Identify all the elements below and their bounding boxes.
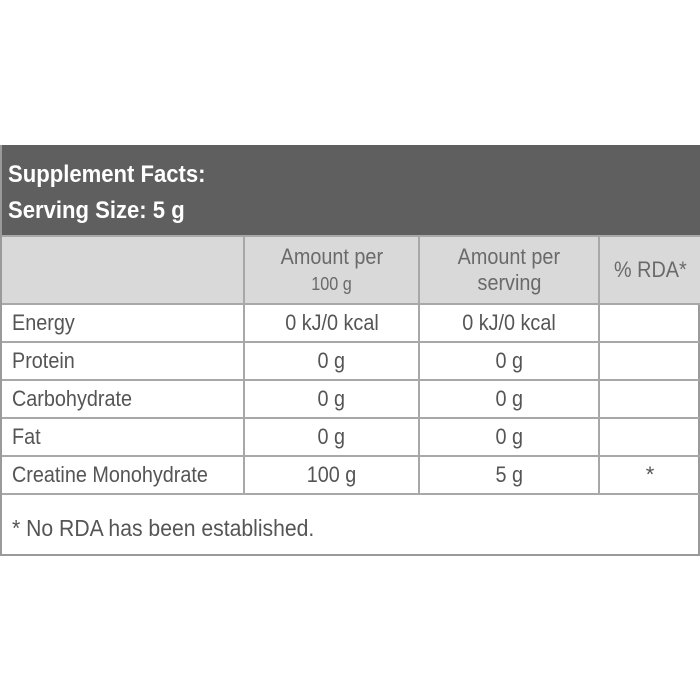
amount-per-serving-text: 5 g [495,462,523,487]
table-header-row: Amount per 100 g Amount per serving % RD… [2,235,700,305]
facts-header: Supplement Facts: Serving Size: 5 g [2,145,700,235]
nutrient-name-text: Fat [12,424,41,449]
header-amount-per-100g-line1: Amount per [280,243,383,269]
header-rda-label: % RDA* [613,257,687,282]
header-amount-per-100g: Amount per 100 g [243,235,420,305]
amount-per-serving-text: 0 g [495,348,523,373]
amount-per-100g-text: 100 g [306,462,357,487]
table-row: Creatine Monohydrate 100 g 5 g * [2,455,700,495]
rda-value [598,341,700,381]
amount-per-serving: 5 g [418,455,600,495]
amount-per-100g-text: 0 g [317,424,346,449]
amount-per-100g: 0 kJ/0 kcal [243,303,420,343]
amount-per-serving-text: 0 g [495,424,523,449]
supplement-facts-panel: Supplement Facts: Serving Size: 5 g Amou… [0,145,700,556]
header-blank-cell [2,235,245,305]
table-row: Protein 0 g 0 g [2,341,700,381]
amount-per-100g: 0 g [243,417,420,457]
nutrient-name: Fat [2,417,245,457]
rda-value: * [598,455,700,495]
header-amount-per-serving: Amount per serving [418,235,600,305]
amount-per-serving: 0 kJ/0 kcal [418,303,600,343]
serving-size: Serving Size: 5 g [8,197,185,224]
header-amount-per-100g-line2: 100 g [311,273,352,294]
amount-per-serving: 0 g [418,379,600,419]
facts-title: Supplement Facts: [8,161,206,188]
header-rda: % RDA* [598,235,700,305]
nutrient-name: Creatine Monohydrate [2,455,245,495]
nutrient-name: Carbohydrate [2,379,245,419]
nutrient-name: Energy [2,303,245,343]
nutrient-name-text: Energy [12,310,75,335]
rda-value [598,417,700,457]
table-row: Fat 0 g 0 g [2,417,700,457]
nutrition-table: Amount per 100 g Amount per serving % RD… [2,235,700,495]
amount-per-100g-text: 0 g [317,386,346,411]
header-amount-per-serving-line1: Amount per [457,244,561,269]
nutrient-name-text: Protein [12,348,75,373]
amount-per-serving: 0 g [418,341,600,381]
footnote: * No RDA has been established. [12,515,315,541]
amount-per-100g: 100 g [243,455,420,495]
amount-per-serving: 0 g [418,417,600,457]
rda-value [598,379,700,419]
table-row: Energy 0 kJ/0 kcal 0 kJ/0 kcal [2,303,700,343]
amount-per-100g: 0 g [243,341,420,381]
amount-per-100g-text: 0 g [317,348,346,373]
amount-per-100g-text: 0 kJ/0 kcal [284,310,379,335]
nutrient-name: Protein [2,341,245,381]
amount-per-serving-text: 0 kJ/0 kcal [462,310,556,335]
amount-per-serving-text: 0 g [495,386,523,411]
nutrient-name-text: Creatine Monohydrate [12,462,208,487]
amount-per-100g: 0 g [243,379,420,419]
nutrient-name-text: Carbohydrate [12,386,132,411]
table-row: Carbohydrate 0 g 0 g [2,379,700,419]
rda-value [598,303,700,343]
header-amount-per-serving-line2: serving [477,270,541,295]
